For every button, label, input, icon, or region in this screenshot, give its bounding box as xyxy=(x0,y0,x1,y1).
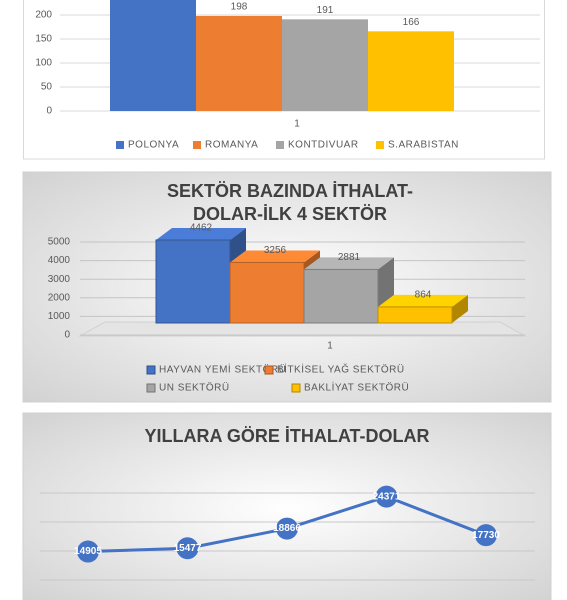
bar xyxy=(110,0,196,111)
legend-label: ROMANYA xyxy=(205,140,258,151)
y-tick-label: 1000 xyxy=(48,311,71,322)
point xyxy=(77,540,99,563)
value-label: 14905 xyxy=(74,546,102,557)
y-tick-label: 4000 xyxy=(48,255,71,266)
value-label: 15477 xyxy=(174,543,202,554)
legend-swatch xyxy=(116,141,124,149)
x-tick-label: 1 xyxy=(327,341,333,352)
legend-swatch xyxy=(146,365,156,375)
bar-top xyxy=(378,294,468,307)
bar xyxy=(196,15,282,112)
point xyxy=(375,485,398,508)
y-tick-label: 0 xyxy=(46,106,52,117)
value-label: 3256 xyxy=(264,245,287,256)
value-label: 191 xyxy=(317,5,334,16)
y-tick-label: 0 xyxy=(64,330,70,341)
chart-title: SEKTÖR BAZINDA İTHALAT-DOLAR-İLK 4 SEKTÖ… xyxy=(167,181,413,224)
legend-label: KONTDIVUAR xyxy=(288,140,359,151)
point xyxy=(276,517,298,540)
value-label: 2881 xyxy=(338,252,361,263)
bar-top xyxy=(230,250,320,263)
point xyxy=(475,524,497,547)
legend-label: HAYVAN YEMİ SEKTÖRÜ xyxy=(159,363,286,376)
y-tick-label: 5000 xyxy=(48,237,71,248)
y-tick-label: 50 xyxy=(41,82,53,93)
point xyxy=(176,537,199,560)
legend-label: UN SEKTÖRÜ xyxy=(159,382,230,394)
y-tick-label: 3000 xyxy=(48,274,71,285)
legend-swatch xyxy=(264,365,274,375)
chart-frame xyxy=(22,412,552,600)
bar xyxy=(229,261,305,324)
legend-swatch xyxy=(376,141,384,149)
legend-swatch xyxy=(291,383,301,393)
value-label: 166 xyxy=(403,17,420,28)
value-label: 17730 xyxy=(472,530,500,541)
legend-swatch xyxy=(276,141,284,149)
y-tick-label: 200 xyxy=(35,10,52,21)
legend-label: BAKLİYAT SEKTÖRÜ xyxy=(304,381,409,394)
bar xyxy=(368,31,454,111)
bar-side xyxy=(452,294,468,323)
value-label: 18866 xyxy=(273,523,301,534)
bar-top xyxy=(156,228,246,241)
value-label: 24371 xyxy=(373,491,401,502)
title-box: SEKTÖR BAZINDA İTHALAT-DOLAR-İLK 4 SEKTÖ… xyxy=(167,181,413,224)
bar xyxy=(377,306,453,324)
value-label: 198 xyxy=(231,2,248,13)
legend-label: BİTKİSEL YAĞ SEKTÖRÜ xyxy=(277,363,405,376)
legend-label: POLONYA xyxy=(128,140,179,151)
chart-title: YILLARA GÖRE İTHALAT-DOLAR xyxy=(145,426,430,446)
bar-top xyxy=(304,257,394,270)
y-tick-label: 100 xyxy=(35,58,52,69)
bar xyxy=(155,239,231,324)
floor xyxy=(78,321,527,337)
y-tick-label: 150 xyxy=(35,34,52,45)
y-tick-label: 2000 xyxy=(48,292,71,303)
legend-swatch xyxy=(146,383,156,393)
x-tick-label: 1 xyxy=(294,119,300,130)
value-label: 864 xyxy=(415,290,432,301)
legend-swatch xyxy=(193,141,201,149)
bar xyxy=(282,19,368,111)
legend-label: S.ARABISTAN xyxy=(388,140,459,151)
bar xyxy=(303,268,379,324)
value-label: 4462 xyxy=(190,223,213,234)
